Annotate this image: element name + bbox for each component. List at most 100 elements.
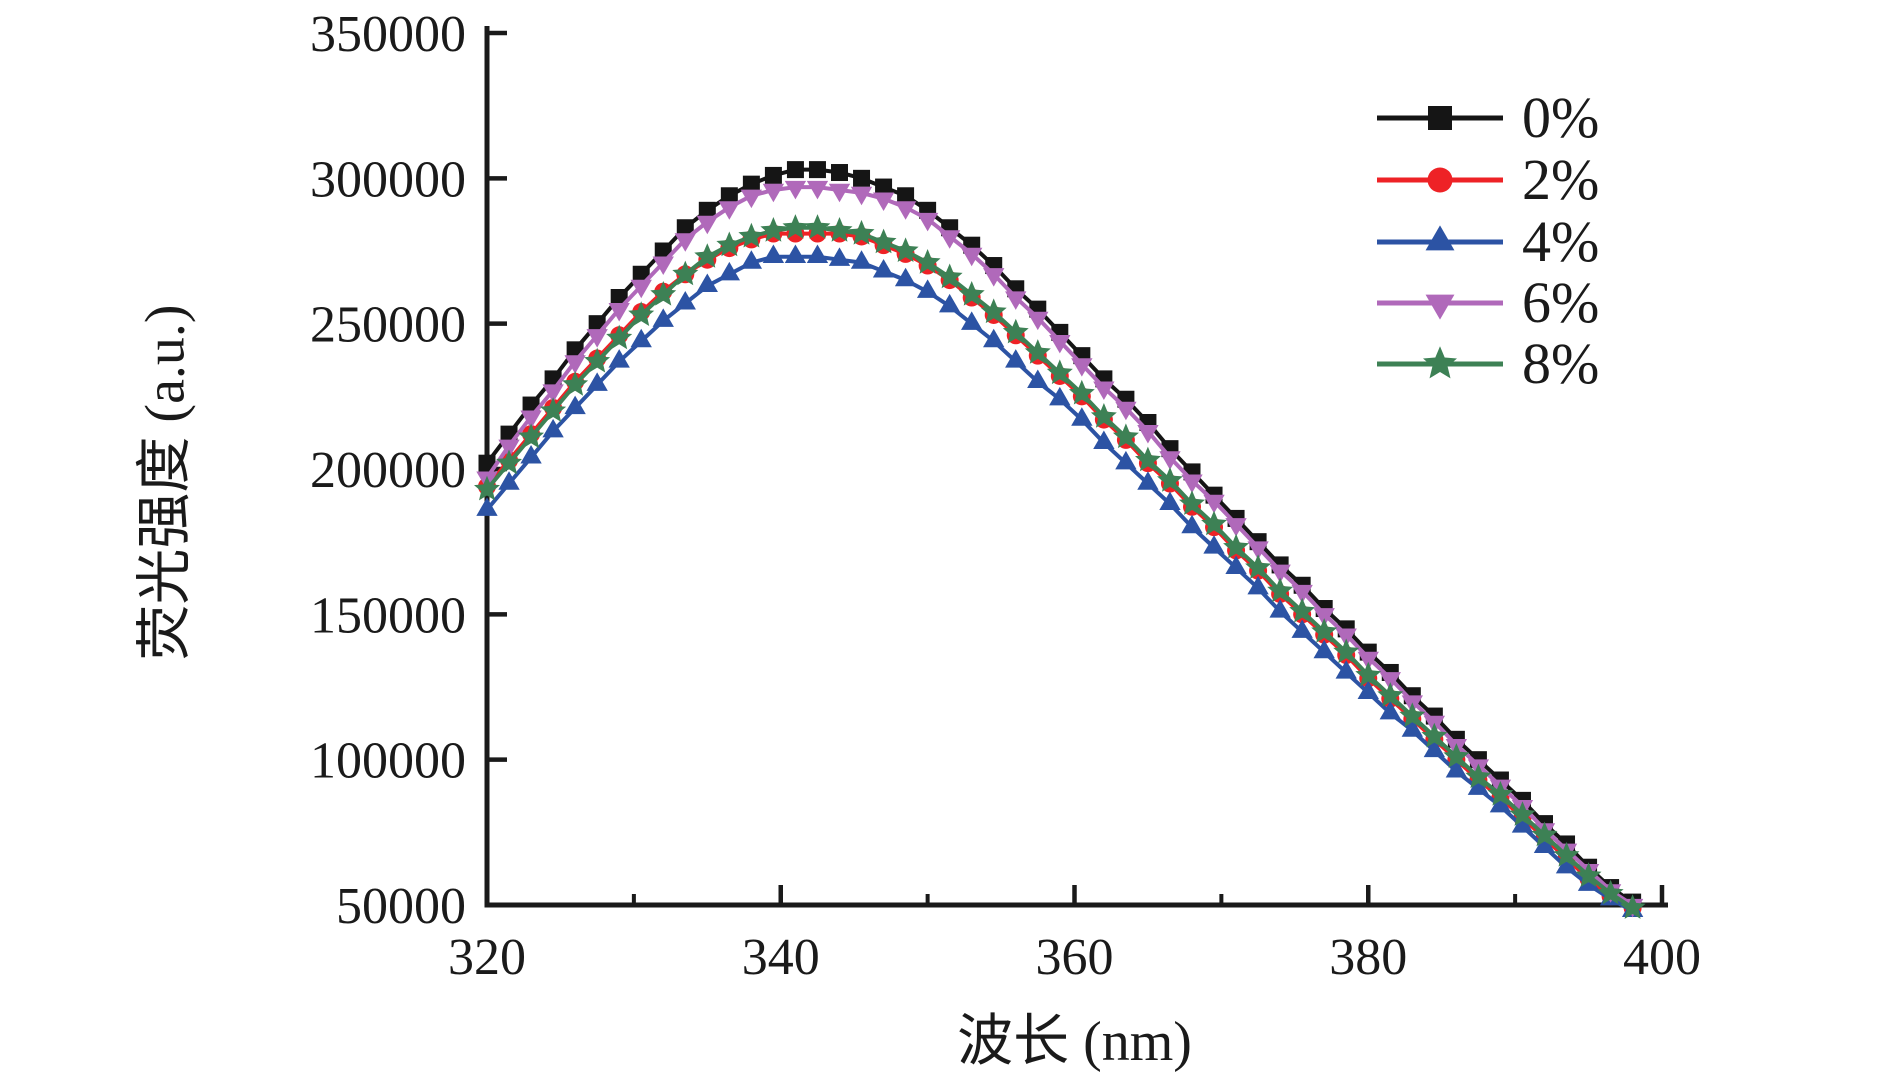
series-marker-0%	[875, 178, 893, 196]
series-marker-6%	[916, 212, 939, 232]
legend-marker-8%	[1423, 346, 1457, 379]
series-marker-8%	[1597, 879, 1624, 905]
series-marker-0%	[720, 187, 738, 205]
series-marker-8%	[1531, 821, 1558, 847]
series-marker-8%	[958, 281, 985, 306]
series-marker-6%	[828, 183, 851, 203]
series-marker-8%	[716, 231, 743, 257]
y-tick-label: 100000	[310, 733, 466, 790]
series-marker-4%	[806, 244, 829, 263]
series-marker-8%	[980, 298, 1007, 324]
series-marker-8%	[1267, 577, 1294, 603]
series-marker-6%	[740, 189, 763, 209]
series-marker-8%	[1046, 359, 1073, 385]
series-marker-0%	[742, 175, 760, 193]
y-axis-title: 荧光强度 (a.u.)	[134, 304, 197, 661]
series-marker-6%	[1247, 541, 1269, 560]
series-marker-8%	[1068, 379, 1095, 405]
series-marker-4%	[938, 293, 961, 313]
series-marker-4%	[1335, 660, 1357, 679]
series-marker-4%	[1225, 555, 1247, 574]
legend-label-8%: 8%	[1522, 331, 1599, 396]
legend-marker-2%	[1427, 167, 1453, 193]
series-marker-0%	[808, 161, 826, 179]
series-marker-6%	[1115, 401, 1137, 421]
series-marker-8%	[1135, 446, 1161, 472]
series-marker-6%	[608, 302, 630, 322]
series-marker-4%	[1511, 814, 1534, 833]
series-marker-4%	[1533, 834, 1556, 854]
series-marker-4%	[674, 290, 696, 310]
series-marker-0%	[786, 161, 804, 179]
y-tick-label: 50000	[336, 878, 466, 935]
series-marker-0%	[478, 454, 496, 472]
series-marker-8%	[1553, 841, 1580, 867]
series-marker-6%	[784, 180, 807, 200]
series-marker-4%	[1005, 349, 1027, 368]
series-marker-6%	[850, 186, 873, 206]
series-marker-8%	[804, 214, 831, 239]
series-marker-8%	[1024, 339, 1051, 364]
series-marker-8%	[1002, 318, 1029, 344]
series-marker-8%	[760, 217, 787, 242]
series-marker-8%	[1619, 894, 1646, 919]
series-marker-4%	[872, 259, 895, 278]
series-marker-8%	[1421, 722, 1448, 748]
series-line-0%	[485, 167, 1634, 904]
series-marker-4%	[1247, 575, 1269, 595]
series-marker-8%	[1487, 780, 1514, 806]
series-marker-6%	[564, 355, 586, 374]
series-marker-8%	[474, 475, 500, 501]
series-marker-8%	[562, 371, 589, 396]
series-marker-8%	[848, 219, 875, 245]
series-marker-6%	[696, 215, 718, 235]
series-marker-8%	[1311, 618, 1338, 643]
series-marker-4%	[608, 349, 630, 368]
series-marker-4%	[1093, 430, 1115, 450]
x-tick-label: 320	[448, 929, 526, 986]
series-marker-4%	[1115, 450, 1137, 470]
series-marker-4%	[983, 328, 1005, 348]
series-marker-4%	[1445, 758, 1468, 778]
series-marker-8%	[496, 449, 522, 475]
series-marker-4%	[1489, 793, 1512, 813]
series-marker-0%	[698, 201, 716, 219]
series-marker-8%	[1443, 743, 1470, 768]
series-marker-8%	[1245, 554, 1272, 579]
series-marker-8%	[1179, 490, 1205, 515]
series-marker-6%	[520, 410, 542, 430]
series-marker-6%	[1027, 311, 1049, 331]
y-tick-label: 350000	[310, 6, 466, 63]
series-marker-8%	[1399, 702, 1426, 728]
series-marker-0%	[831, 164, 848, 182]
series-marker-4%	[1357, 680, 1379, 699]
series-marker-8%	[672, 260, 699, 286]
series-marker-4%	[762, 244, 785, 263]
series-marker-4%	[1137, 471, 1159, 490]
series-marker-6%	[1269, 564, 1291, 584]
series-marker-4%	[1423, 738, 1446, 758]
series-marker-6%	[674, 233, 696, 252]
series-marker-8%	[540, 397, 567, 422]
series-marker-6%	[1225, 518, 1247, 537]
y-tick-label: 200000	[310, 442, 466, 499]
series-marker-6%	[872, 192, 895, 212]
legend-marker-6%	[1425, 294, 1455, 320]
legend-label-4%: 4%	[1522, 209, 1599, 274]
series-marker-4%	[916, 279, 939, 298]
series-marker-6%	[1159, 451, 1181, 470]
series-marker-6%	[1005, 291, 1027, 310]
series-marker-8%	[1223, 533, 1249, 559]
series-marker-4%	[784, 244, 807, 263]
series-marker-8%	[1201, 510, 1227, 536]
series-marker-6%	[1181, 474, 1203, 493]
series-marker-6%	[961, 247, 983, 267]
series-marker-6%	[1335, 628, 1357, 648]
series-marker-8%	[1090, 403, 1117, 428]
series-marker-6%	[1313, 608, 1335, 627]
series-marker-8%	[1377, 682, 1404, 707]
legend-label-2%: 2%	[1522, 147, 1599, 212]
series-marker-4%	[630, 328, 652, 348]
